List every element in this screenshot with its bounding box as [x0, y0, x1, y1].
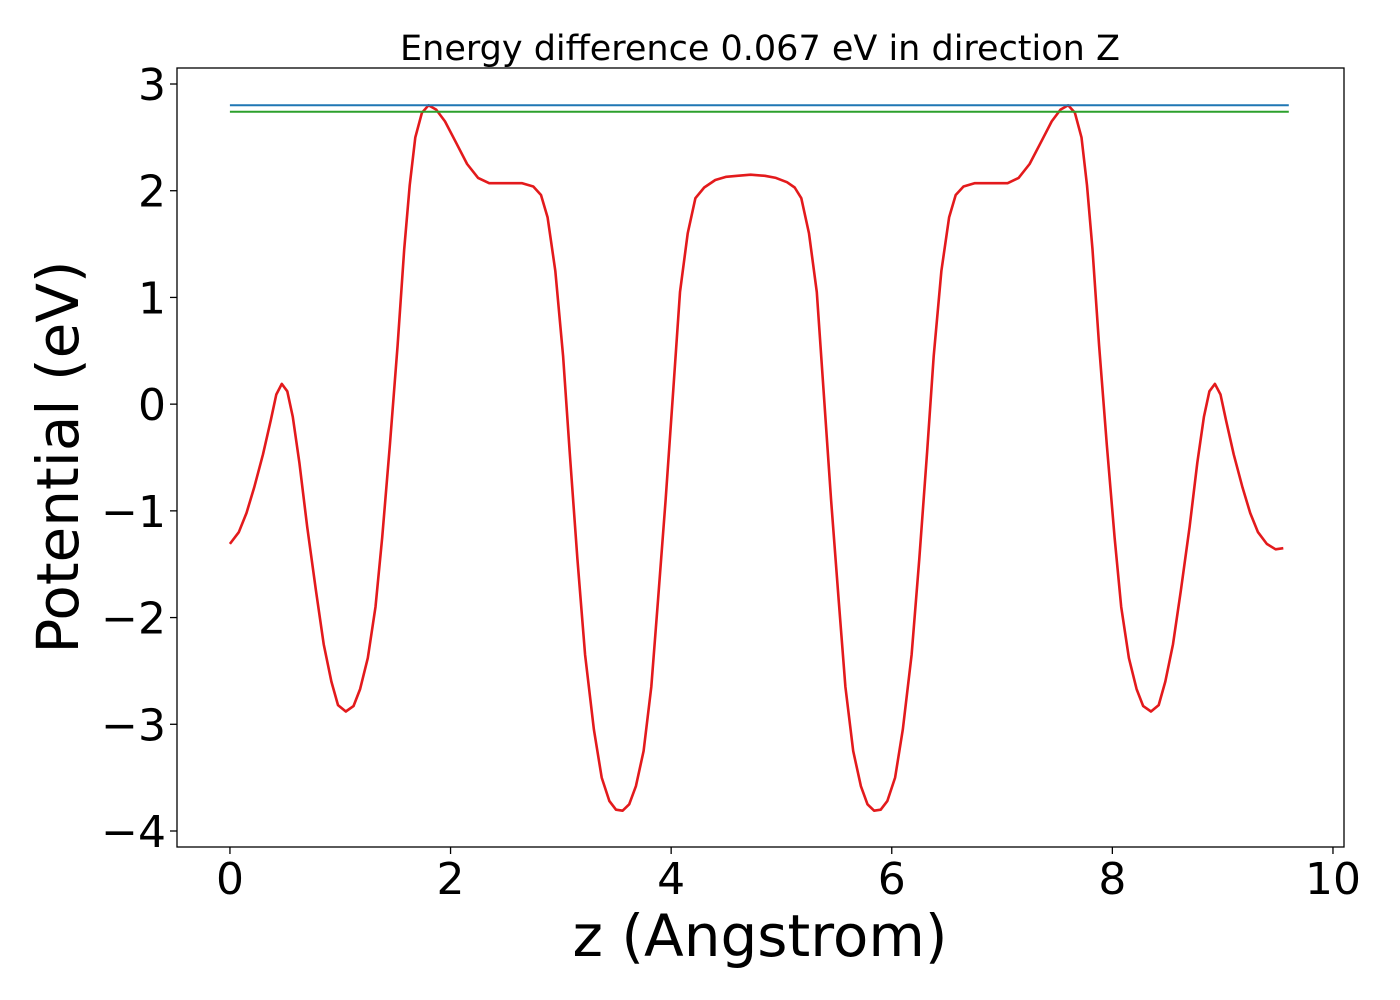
x-axis-label: z (Angstrom): [573, 902, 948, 970]
y-tick-label: −1: [101, 487, 166, 538]
y-axis-ticks: 3 2 1 0 −1 −2 −3 −4: [101, 60, 177, 858]
x-tick-label: 6: [878, 854, 906, 905]
y-axis-label: Potential (eV): [24, 260, 92, 653]
y-tick-label: −3: [101, 700, 166, 751]
x-tick-label: 0: [216, 854, 244, 905]
x-tick-label: 10: [1305, 854, 1361, 905]
y-tick-label: −4: [101, 807, 166, 858]
plot-area-frame: [176, 67, 1345, 848]
y-tick-label: 2: [138, 167, 166, 218]
x-axis-ticks: 0 2 4 6 8 10: [216, 847, 1361, 905]
x-tick-label: 8: [1098, 854, 1126, 905]
y-tick-label: 0: [138, 380, 166, 431]
series-layer: [228, 104, 1289, 813]
y-tick-label: 1: [138, 273, 166, 324]
y-tick-label: 3: [138, 60, 166, 111]
x-tick-label: 4: [657, 854, 685, 905]
y-tick-label: −2: [101, 594, 166, 645]
series-line-0: [228, 104, 1284, 813]
chart-title: Energy difference 0.067 eV in direction …: [400, 29, 1120, 69]
x-tick-label: 2: [437, 854, 465, 905]
